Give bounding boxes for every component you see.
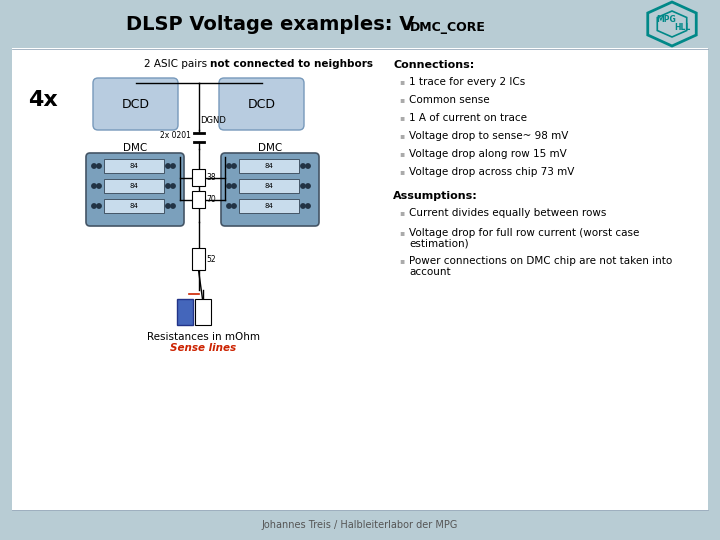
Polygon shape: [648, 2, 696, 46]
Circle shape: [232, 184, 236, 188]
Circle shape: [166, 184, 170, 188]
Text: ▪: ▪: [399, 228, 404, 237]
Bar: [239, 199, 299, 213]
Circle shape: [227, 164, 231, 168]
Text: Resistances in mOhm: Resistances in mOhm: [147, 332, 260, 342]
Circle shape: [166, 204, 170, 208]
Text: 84: 84: [130, 203, 138, 209]
Text: Power connections on DMC chip are not taken into: Power connections on DMC chip are not ta…: [409, 256, 672, 266]
Text: ▪: ▪: [399, 256, 404, 265]
Text: account: account: [409, 267, 451, 277]
Text: Voltage drop across chip 73 mV: Voltage drop across chip 73 mV: [409, 167, 575, 177]
Bar: [194, 299, 210, 325]
Bar: [0, 0, 720, 48]
Bar: [239, 179, 299, 193]
Text: 38: 38: [206, 173, 215, 182]
Bar: [0, 510, 720, 540]
Text: DCD: DCD: [248, 98, 276, 111]
Circle shape: [96, 184, 102, 188]
Circle shape: [171, 164, 175, 168]
Circle shape: [306, 204, 310, 208]
Text: 84: 84: [264, 203, 274, 209]
Text: ▪: ▪: [399, 95, 404, 104]
Bar: [104, 179, 164, 193]
Text: Current divides equally between rows: Current divides equally between rows: [409, 208, 606, 218]
FancyBboxPatch shape: [219, 78, 304, 130]
Text: Common sense: Common sense: [409, 95, 490, 105]
Text: estimation): estimation): [409, 239, 469, 249]
Text: 84: 84: [130, 183, 138, 189]
Text: not connected to neighbors: not connected to neighbors: [210, 59, 373, 69]
Bar: [192, 248, 205, 270]
Text: 84: 84: [130, 163, 138, 169]
Text: 84: 84: [264, 163, 274, 169]
Text: 2x 0201: 2x 0201: [160, 131, 191, 140]
Text: DLSP Voltage examples: V: DLSP Voltage examples: V: [126, 15, 414, 33]
Text: ▪: ▪: [399, 167, 404, 176]
Circle shape: [301, 164, 305, 168]
Text: 1 A of current on trace: 1 A of current on trace: [409, 113, 527, 123]
Text: DMC: DMC: [123, 143, 147, 153]
Circle shape: [92, 184, 96, 188]
FancyBboxPatch shape: [86, 153, 184, 226]
Circle shape: [232, 164, 236, 168]
Text: Voltage drop along row 15 mV: Voltage drop along row 15 mV: [409, 149, 567, 159]
Circle shape: [171, 184, 175, 188]
Bar: [104, 159, 164, 173]
Text: HLL: HLL: [674, 24, 690, 32]
Circle shape: [306, 164, 310, 168]
FancyBboxPatch shape: [221, 153, 319, 226]
Text: Voltage drop for full row current (worst case: Voltage drop for full row current (worst…: [409, 228, 639, 238]
Text: MPG: MPG: [656, 15, 676, 24]
Circle shape: [171, 204, 175, 208]
Circle shape: [92, 204, 96, 208]
Circle shape: [301, 184, 305, 188]
Text: ▪: ▪: [399, 131, 404, 140]
Circle shape: [96, 164, 102, 168]
Circle shape: [92, 164, 96, 168]
Bar: [239, 159, 299, 173]
Circle shape: [166, 164, 170, 168]
Text: DCD: DCD: [122, 98, 150, 111]
Text: 1 trace for every 2 ICs: 1 trace for every 2 ICs: [409, 77, 526, 87]
Text: DMC: DMC: [258, 143, 282, 153]
Bar: [192, 169, 205, 186]
Bar: [176, 299, 192, 325]
Text: Sense lines: Sense lines: [171, 343, 237, 353]
Text: Johannes Treis / Halbleiterlabor der MPG: Johannes Treis / Halbleiterlabor der MPG: [262, 520, 458, 530]
Text: 84: 84: [264, 183, 274, 189]
Circle shape: [306, 184, 310, 188]
Text: ▪: ▪: [399, 113, 404, 122]
Circle shape: [227, 184, 231, 188]
Text: 4x: 4x: [28, 90, 58, 110]
Circle shape: [232, 204, 236, 208]
Text: DMC_CORE: DMC_CORE: [410, 22, 486, 35]
Circle shape: [301, 204, 305, 208]
Text: 70: 70: [206, 195, 216, 204]
Text: Assumptions:: Assumptions:: [393, 191, 478, 201]
FancyBboxPatch shape: [93, 78, 178, 130]
Text: DGND: DGND: [200, 116, 226, 125]
Bar: [12, 48, 708, 510]
Text: 52: 52: [206, 254, 215, 264]
Text: Voltage drop to sense~ 98 mV: Voltage drop to sense~ 98 mV: [409, 131, 568, 141]
Text: ▪: ▪: [399, 208, 404, 217]
Circle shape: [96, 204, 102, 208]
Bar: [192, 191, 205, 208]
Circle shape: [227, 204, 231, 208]
Text: ▪: ▪: [399, 77, 404, 86]
Text: Connections:: Connections:: [393, 60, 474, 70]
Bar: [104, 199, 164, 213]
Text: ▪: ▪: [399, 149, 404, 158]
Text: 2 ASIC pairs: 2 ASIC pairs: [143, 59, 210, 69]
